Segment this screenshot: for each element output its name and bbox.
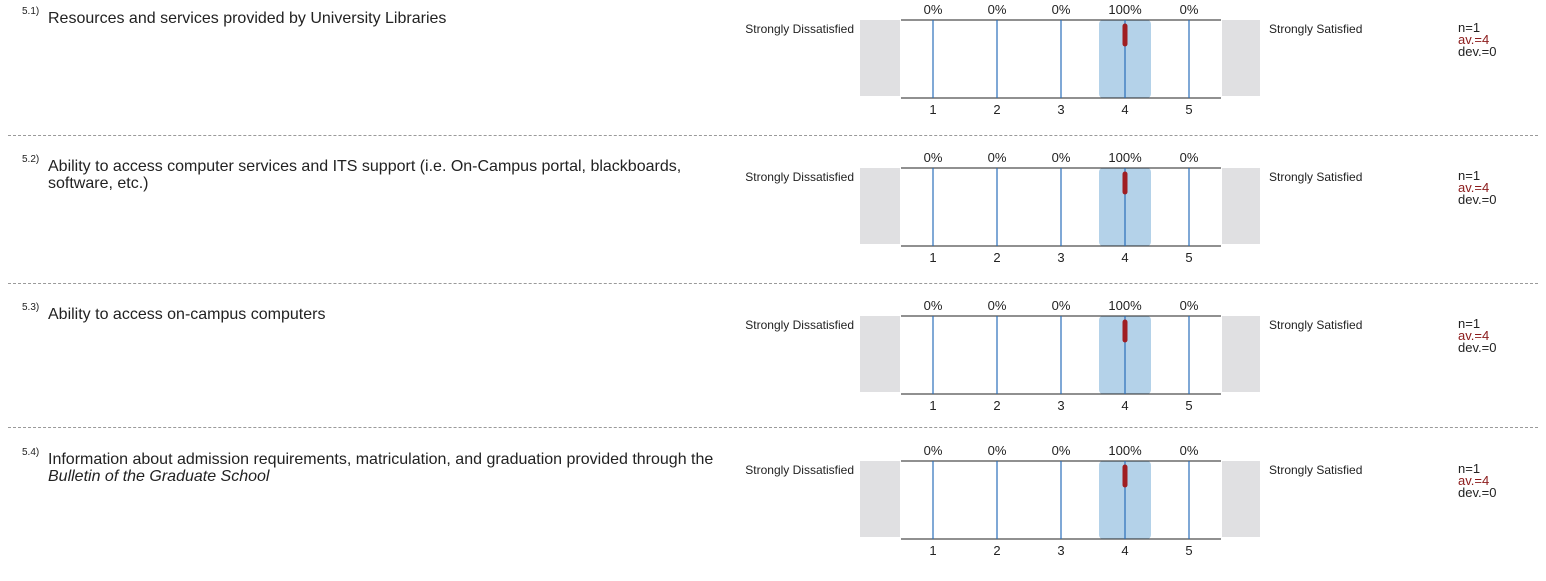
- scale-left-label: Strongly Dissatisfied: [745, 318, 854, 332]
- separator: [8, 135, 1538, 136]
- separator: [8, 427, 1538, 428]
- question-row-5-1: 5.1) Resources and services provided by …: [0, 0, 1546, 140]
- percentage-label: 0%: [924, 150, 943, 165]
- percentage-label: 0%: [988, 443, 1007, 458]
- tick-label: 3: [1057, 102, 1064, 117]
- scale-chart-5-3: 1 0% 2 0% 3 0% 4 100% 5 0%: [860, 298, 1260, 413]
- scale-right-label: Strongly Satisfied: [1269, 22, 1363, 36]
- percentage-label: 0%: [1052, 298, 1071, 313]
- question-number: 5.2): [22, 154, 40, 165]
- tick-label: 1: [929, 102, 936, 117]
- tick-label: 2: [993, 398, 1000, 413]
- right-end-zone: [1222, 168, 1260, 244]
- percentage-label: 0%: [1052, 2, 1071, 17]
- tick-label: 2: [993, 102, 1000, 117]
- percentage-label: 0%: [924, 298, 943, 313]
- tick-label: 5: [1185, 250, 1192, 265]
- question-text: Resources and services provided by Unive…: [48, 10, 447, 27]
- question-number: 5.1): [22, 6, 40, 17]
- tick-label: 4: [1121, 543, 1128, 558]
- tick-label: 2: [993, 543, 1000, 558]
- tick-label: 3: [1057, 543, 1064, 558]
- stats-5-4: n=1 av.=4 dev.=0: [1458, 461, 1497, 500]
- tick-label: 2: [993, 250, 1000, 265]
- question-text: Ability to access computer services and …: [48, 158, 682, 192]
- stat-average: av.=4: [1458, 328, 1490, 343]
- percentage-label: 0%: [1052, 443, 1071, 458]
- tick-label: 4: [1121, 398, 1128, 413]
- stat-average: av.=4: [1458, 473, 1490, 488]
- tick-label: 3: [1057, 250, 1064, 265]
- percentage-label: 0%: [988, 298, 1007, 313]
- percentage-label: 0%: [924, 2, 943, 17]
- stat-deviation: dev.=0: [1458, 44, 1497, 59]
- tick-label: 1: [929, 543, 936, 558]
- percentage-label: 0%: [924, 443, 943, 458]
- scale-chart-5-1: 1 0% 2 0% 3 0% 4 100% 5 0%: [860, 2, 1260, 117]
- tick-label: 5: [1185, 398, 1192, 413]
- stat-average: av.=4: [1458, 32, 1490, 47]
- stat-n: n=1: [1458, 20, 1481, 35]
- question-text: Ability to access on-campus computers: [48, 306, 326, 323]
- scale-chart-5-4: 1 0% 2 0% 3 0% 4 100% 5 0%: [860, 443, 1260, 558]
- left-end-zone: [860, 461, 900, 537]
- right-end-zone: [1222, 316, 1260, 392]
- percentage-label: 0%: [988, 150, 1007, 165]
- question-row-5-3: 5.3) Ability to access on-campus compute…: [0, 296, 1546, 436]
- tick-label: 4: [1121, 250, 1128, 265]
- percentage-label: 100%: [1108, 2, 1142, 17]
- stat-n: n=1: [1458, 461, 1481, 476]
- scale-left-label: Strongly Dissatisfied: [745, 22, 854, 36]
- tick-label: 5: [1185, 102, 1192, 117]
- stat-average: av.=4: [1458, 180, 1490, 195]
- scale-left-label: Strongly Dissatisfied: [745, 170, 854, 184]
- percentage-label: 0%: [1180, 443, 1199, 458]
- stat-deviation: dev.=0: [1458, 192, 1497, 207]
- tick-label: 3: [1057, 398, 1064, 413]
- stat-deviation: dev.=0: [1458, 485, 1497, 500]
- stat-deviation: dev.=0: [1458, 340, 1497, 355]
- stat-n: n=1: [1458, 316, 1481, 331]
- question-number: 5.3): [22, 302, 40, 313]
- percentage-label: 100%: [1108, 150, 1142, 165]
- left-end-zone: [860, 316, 900, 392]
- stat-n: n=1: [1458, 168, 1481, 183]
- scale-left-label: Strongly Dissatisfied: [745, 463, 854, 477]
- question-number: 5.4): [22, 447, 40, 458]
- scale-chart-5-2: 1 0% 2 0% 3 0% 4 100% 5 0%: [860, 150, 1260, 265]
- right-end-zone: [1222, 461, 1260, 537]
- right-end-zone: [1222, 20, 1260, 96]
- tick-label: 1: [929, 398, 936, 413]
- percentage-label: 0%: [1180, 150, 1199, 165]
- separator: [8, 283, 1538, 284]
- percentage-label: 0%: [1052, 150, 1071, 165]
- tick-label: 1: [929, 250, 936, 265]
- percentage-label: 100%: [1108, 443, 1142, 458]
- question-text: Information about admission requirements…: [48, 451, 714, 485]
- scale-right-label: Strongly Satisfied: [1269, 318, 1363, 332]
- question-row-5-2: 5.2) Ability to access computer services…: [0, 148, 1546, 288]
- scale-right-label: Strongly Satisfied: [1269, 463, 1363, 477]
- stats-5-1: n=1 av.=4 dev.=0: [1458, 20, 1497, 59]
- scale-right-label: Strongly Satisfied: [1269, 170, 1363, 184]
- stats-5-2: n=1 av.=4 dev.=0: [1458, 168, 1497, 207]
- left-end-zone: [860, 168, 900, 244]
- percentage-label: 0%: [1180, 2, 1199, 17]
- percentage-label: 100%: [1108, 298, 1142, 313]
- percentage-label: 0%: [988, 2, 1007, 17]
- tick-label: 4: [1121, 102, 1128, 117]
- percentage-label: 0%: [1180, 298, 1199, 313]
- tick-label: 5: [1185, 543, 1192, 558]
- left-end-zone: [860, 20, 900, 96]
- question-row-5-4: 5.4) Information about admission require…: [0, 441, 1546, 581]
- stats-5-3: n=1 av.=4 dev.=0: [1458, 316, 1497, 355]
